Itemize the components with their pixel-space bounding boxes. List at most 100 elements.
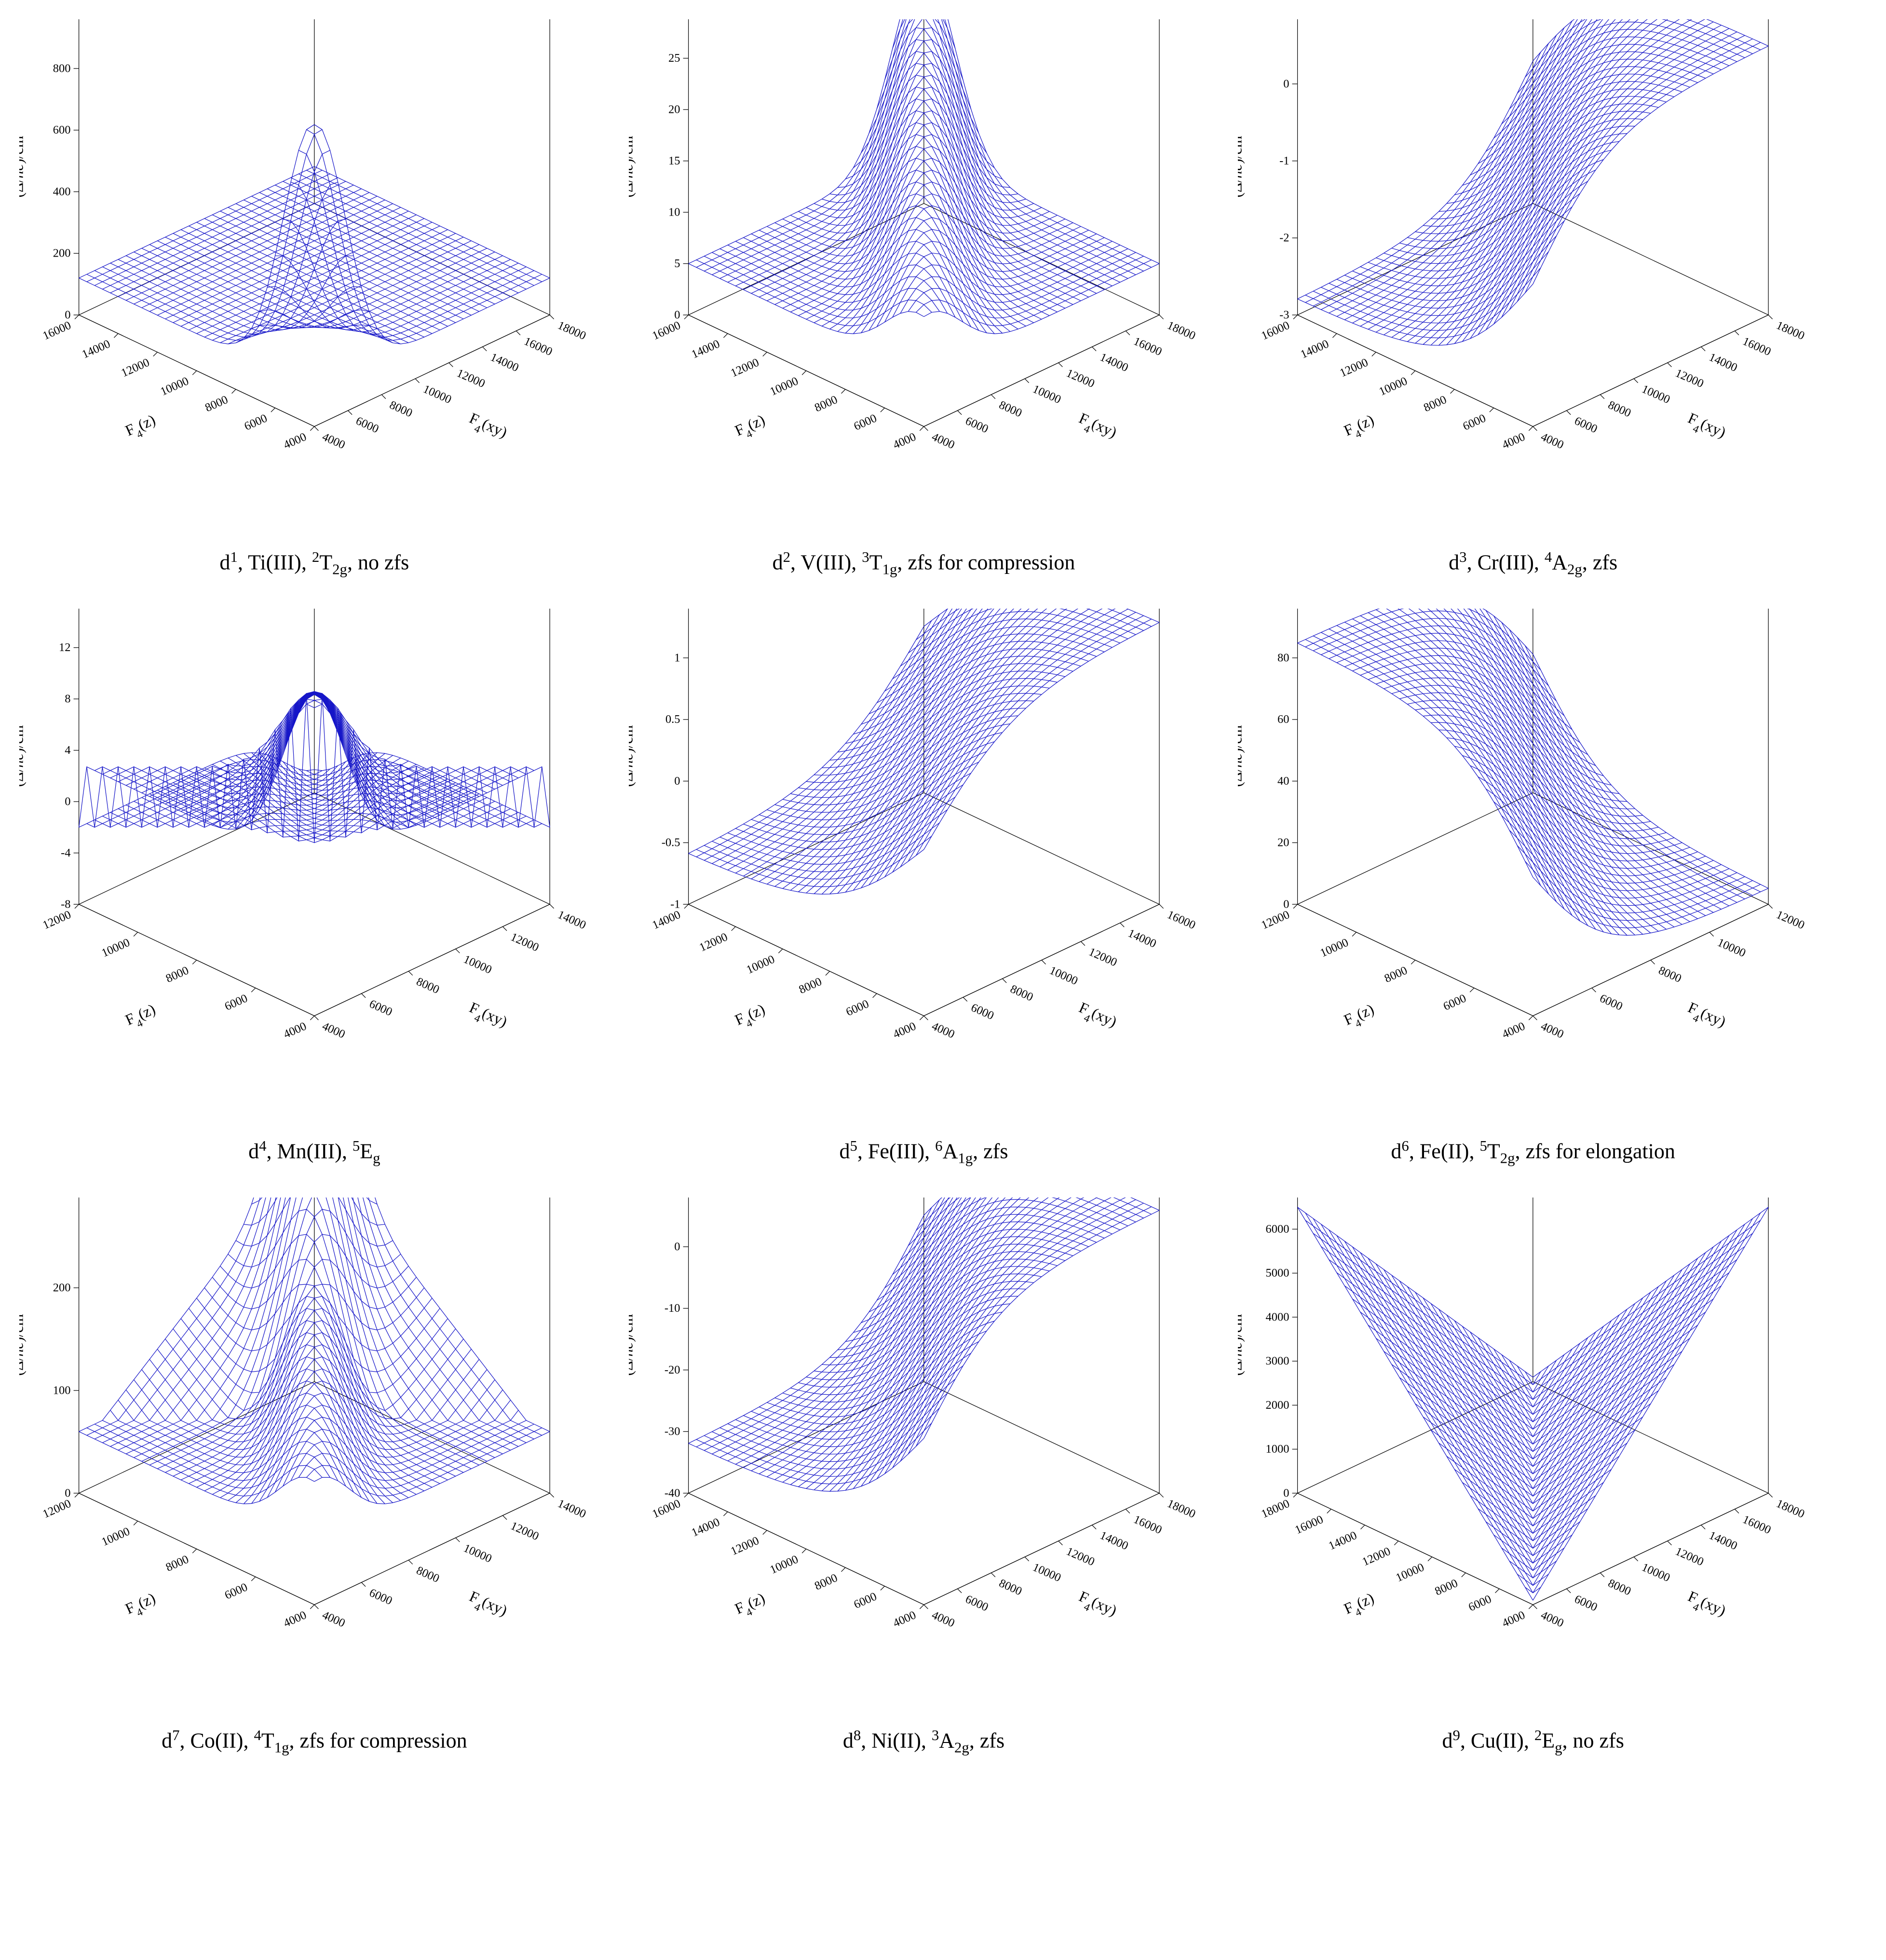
svg-text:6000: 6000 <box>367 997 394 1019</box>
svg-text:14000: 14000 <box>556 908 588 932</box>
svg-text:10000: 10000 <box>100 936 132 960</box>
svg-text:12000: 12000 <box>1673 367 1706 391</box>
svg-text:14000: 14000 <box>690 1516 722 1540</box>
svg-text:200: 200 <box>53 1281 71 1294</box>
svg-text:40: 40 <box>1277 775 1289 788</box>
svg-text:10000: 10000 <box>1640 1561 1672 1585</box>
svg-text:4000: 4000 <box>1500 430 1527 452</box>
plot-cell-d5: 4000600080001000012000140001600040006000… <box>629 609 1219 1169</box>
svg-text:4000: 4000 <box>891 1020 918 1041</box>
svg-text:(Δ/hc)/cm−1: (Δ/hc)/cm−1 <box>629 1303 636 1376</box>
svg-text:1: 1 <box>674 651 680 664</box>
svg-text:6000: 6000 <box>1466 1592 1493 1614</box>
svg-text:16000: 16000 <box>1741 1513 1773 1537</box>
svg-text:14000: 14000 <box>1327 1529 1359 1553</box>
svg-text:12000: 12000 <box>1775 908 1807 932</box>
svg-text:F4(xy): F4(xy) <box>465 999 510 1035</box>
svg-text:4000: 4000 <box>930 430 957 452</box>
svg-text:10000: 10000 <box>1640 382 1672 407</box>
svg-text:F4(z): F4(z) <box>732 411 769 444</box>
svg-text:8000: 8000 <box>164 1553 191 1575</box>
svg-text:6000: 6000 <box>243 412 270 434</box>
plot-cell-d2: 4000600080001000012000140001600018000400… <box>629 19 1219 580</box>
svg-text:6000: 6000 <box>969 1001 996 1022</box>
svg-text:6000: 6000 <box>963 1592 990 1614</box>
svg-text:16000: 16000 <box>1131 335 1164 359</box>
svg-text:18000: 18000 <box>1260 1497 1292 1521</box>
svg-text:12000: 12000 <box>697 930 730 954</box>
svg-text:(Δ/hc)/cm−1: (Δ/hc)/cm−1 <box>19 1303 26 1376</box>
svg-text:6000: 6000 <box>354 414 381 436</box>
svg-text:1000: 1000 <box>1266 1443 1289 1456</box>
svg-text:4000: 4000 <box>1539 430 1566 452</box>
plot-cell-d1: 4000600080001000012000140001600018000400… <box>19 19 610 580</box>
svg-text:0: 0 <box>1284 77 1289 90</box>
svg-text:10000: 10000 <box>768 1553 800 1577</box>
svg-text:0: 0 <box>65 1487 70 1500</box>
svg-text:6000: 6000 <box>852 1590 879 1612</box>
svg-text:10: 10 <box>668 205 680 218</box>
svg-text:4000: 4000 <box>320 1608 347 1630</box>
svg-text:8000: 8000 <box>1657 964 1684 985</box>
svg-text:F4(z): F4(z) <box>123 1590 160 1622</box>
svg-text:10000: 10000 <box>421 382 453 407</box>
svg-text:14000: 14000 <box>650 908 682 932</box>
surface-plot: 4000600080001000012000140001600018000400… <box>1238 19 1828 533</box>
svg-text:16000: 16000 <box>1741 335 1773 359</box>
plot-cell-d8: 4000600080001000012000140001600018000400… <box>629 1198 1219 1758</box>
svg-text:0: 0 <box>1284 1487 1289 1500</box>
svg-text:8000: 8000 <box>1606 398 1633 420</box>
plot-caption: d4, Mn(III), 5Eg <box>248 1136 380 1169</box>
surface-plot: 4000600080001000012000140004000600080001… <box>19 1198 610 1711</box>
svg-text:8000: 8000 <box>164 964 191 985</box>
plot-canvas: 4000600080001000012000140001600040006000… <box>629 609 1219 1122</box>
svg-text:6000: 6000 <box>1573 1592 1600 1614</box>
plot-canvas: 4000600080001000012000140004000600080001… <box>19 1198 610 1711</box>
svg-text:6000: 6000 <box>1266 1223 1289 1236</box>
svg-text:16000: 16000 <box>1260 319 1292 343</box>
surface-plot: 4000600080001000012000140001600018000400… <box>629 1198 1219 1711</box>
plot-canvas: 4000600080001000012000140004000600080001… <box>19 609 610 1122</box>
svg-text:800: 800 <box>53 62 71 75</box>
svg-text:200: 200 <box>53 247 71 260</box>
svg-text:20: 20 <box>668 103 680 116</box>
svg-text:0: 0 <box>674 1240 680 1253</box>
svg-text:0: 0 <box>674 308 680 321</box>
svg-text:60: 60 <box>1277 713 1289 726</box>
svg-text:0: 0 <box>1284 898 1289 911</box>
svg-text:-40: -40 <box>664 1487 680 1500</box>
plot-canvas: 4000600080001000012000140001600018000400… <box>1238 19 1828 533</box>
svg-text:6000: 6000 <box>963 414 990 436</box>
svg-text:10000: 10000 <box>461 953 494 977</box>
svg-text:4000: 4000 <box>891 430 918 452</box>
svg-text:12000: 12000 <box>1064 367 1097 391</box>
svg-text:8000: 8000 <box>1433 1577 1460 1598</box>
svg-text:F4(z): F4(z) <box>1342 1590 1379 1622</box>
svg-text:8000: 8000 <box>388 398 415 420</box>
svg-text:12000: 12000 <box>729 1534 761 1558</box>
svg-text:F4(xy): F4(xy) <box>465 1588 510 1624</box>
svg-text:-8: -8 <box>61 898 70 911</box>
svg-text:F4(xy): F4(xy) <box>1074 999 1119 1035</box>
svg-text:4000: 4000 <box>1500 1608 1527 1630</box>
plot-caption: d3, Cr(III), 4A2g, zfs <box>1449 547 1617 580</box>
svg-text:(Δ/hc)/cm−1: (Δ/hc)/cm−1 <box>629 124 636 198</box>
plot-cell-d9: 4000600080001000012000140001600018000400… <box>1238 1198 1828 1758</box>
svg-text:14000: 14000 <box>1707 1529 1739 1553</box>
svg-text:10000: 10000 <box>1377 374 1410 398</box>
svg-text:15: 15 <box>668 154 680 167</box>
surface-plot: 4000600080001000012000140004000600080001… <box>19 609 610 1122</box>
svg-text:12000: 12000 <box>1086 945 1119 969</box>
plot-cell-d6: 4000600080001000012000400060008000100001… <box>1238 609 1828 1169</box>
svg-text:25: 25 <box>668 52 680 65</box>
svg-text:4000: 4000 <box>282 1608 309 1630</box>
plot-caption: d8, Ni(II), 3A2g, zfs <box>843 1726 1004 1758</box>
svg-text:F4(xy): F4(xy) <box>1074 409 1119 446</box>
svg-text:12000: 12000 <box>1360 1545 1393 1569</box>
plots-grid: 4000600080001000012000140001600018000400… <box>0 0 1847 1777</box>
svg-text:6000: 6000 <box>1461 412 1488 434</box>
svg-text:18000: 18000 <box>1165 319 1197 343</box>
svg-text:4000: 4000 <box>1500 1020 1527 1041</box>
svg-text:-1: -1 <box>670 898 680 911</box>
plot-cell-d3: 4000600080001000012000140001600018000400… <box>1238 19 1828 580</box>
